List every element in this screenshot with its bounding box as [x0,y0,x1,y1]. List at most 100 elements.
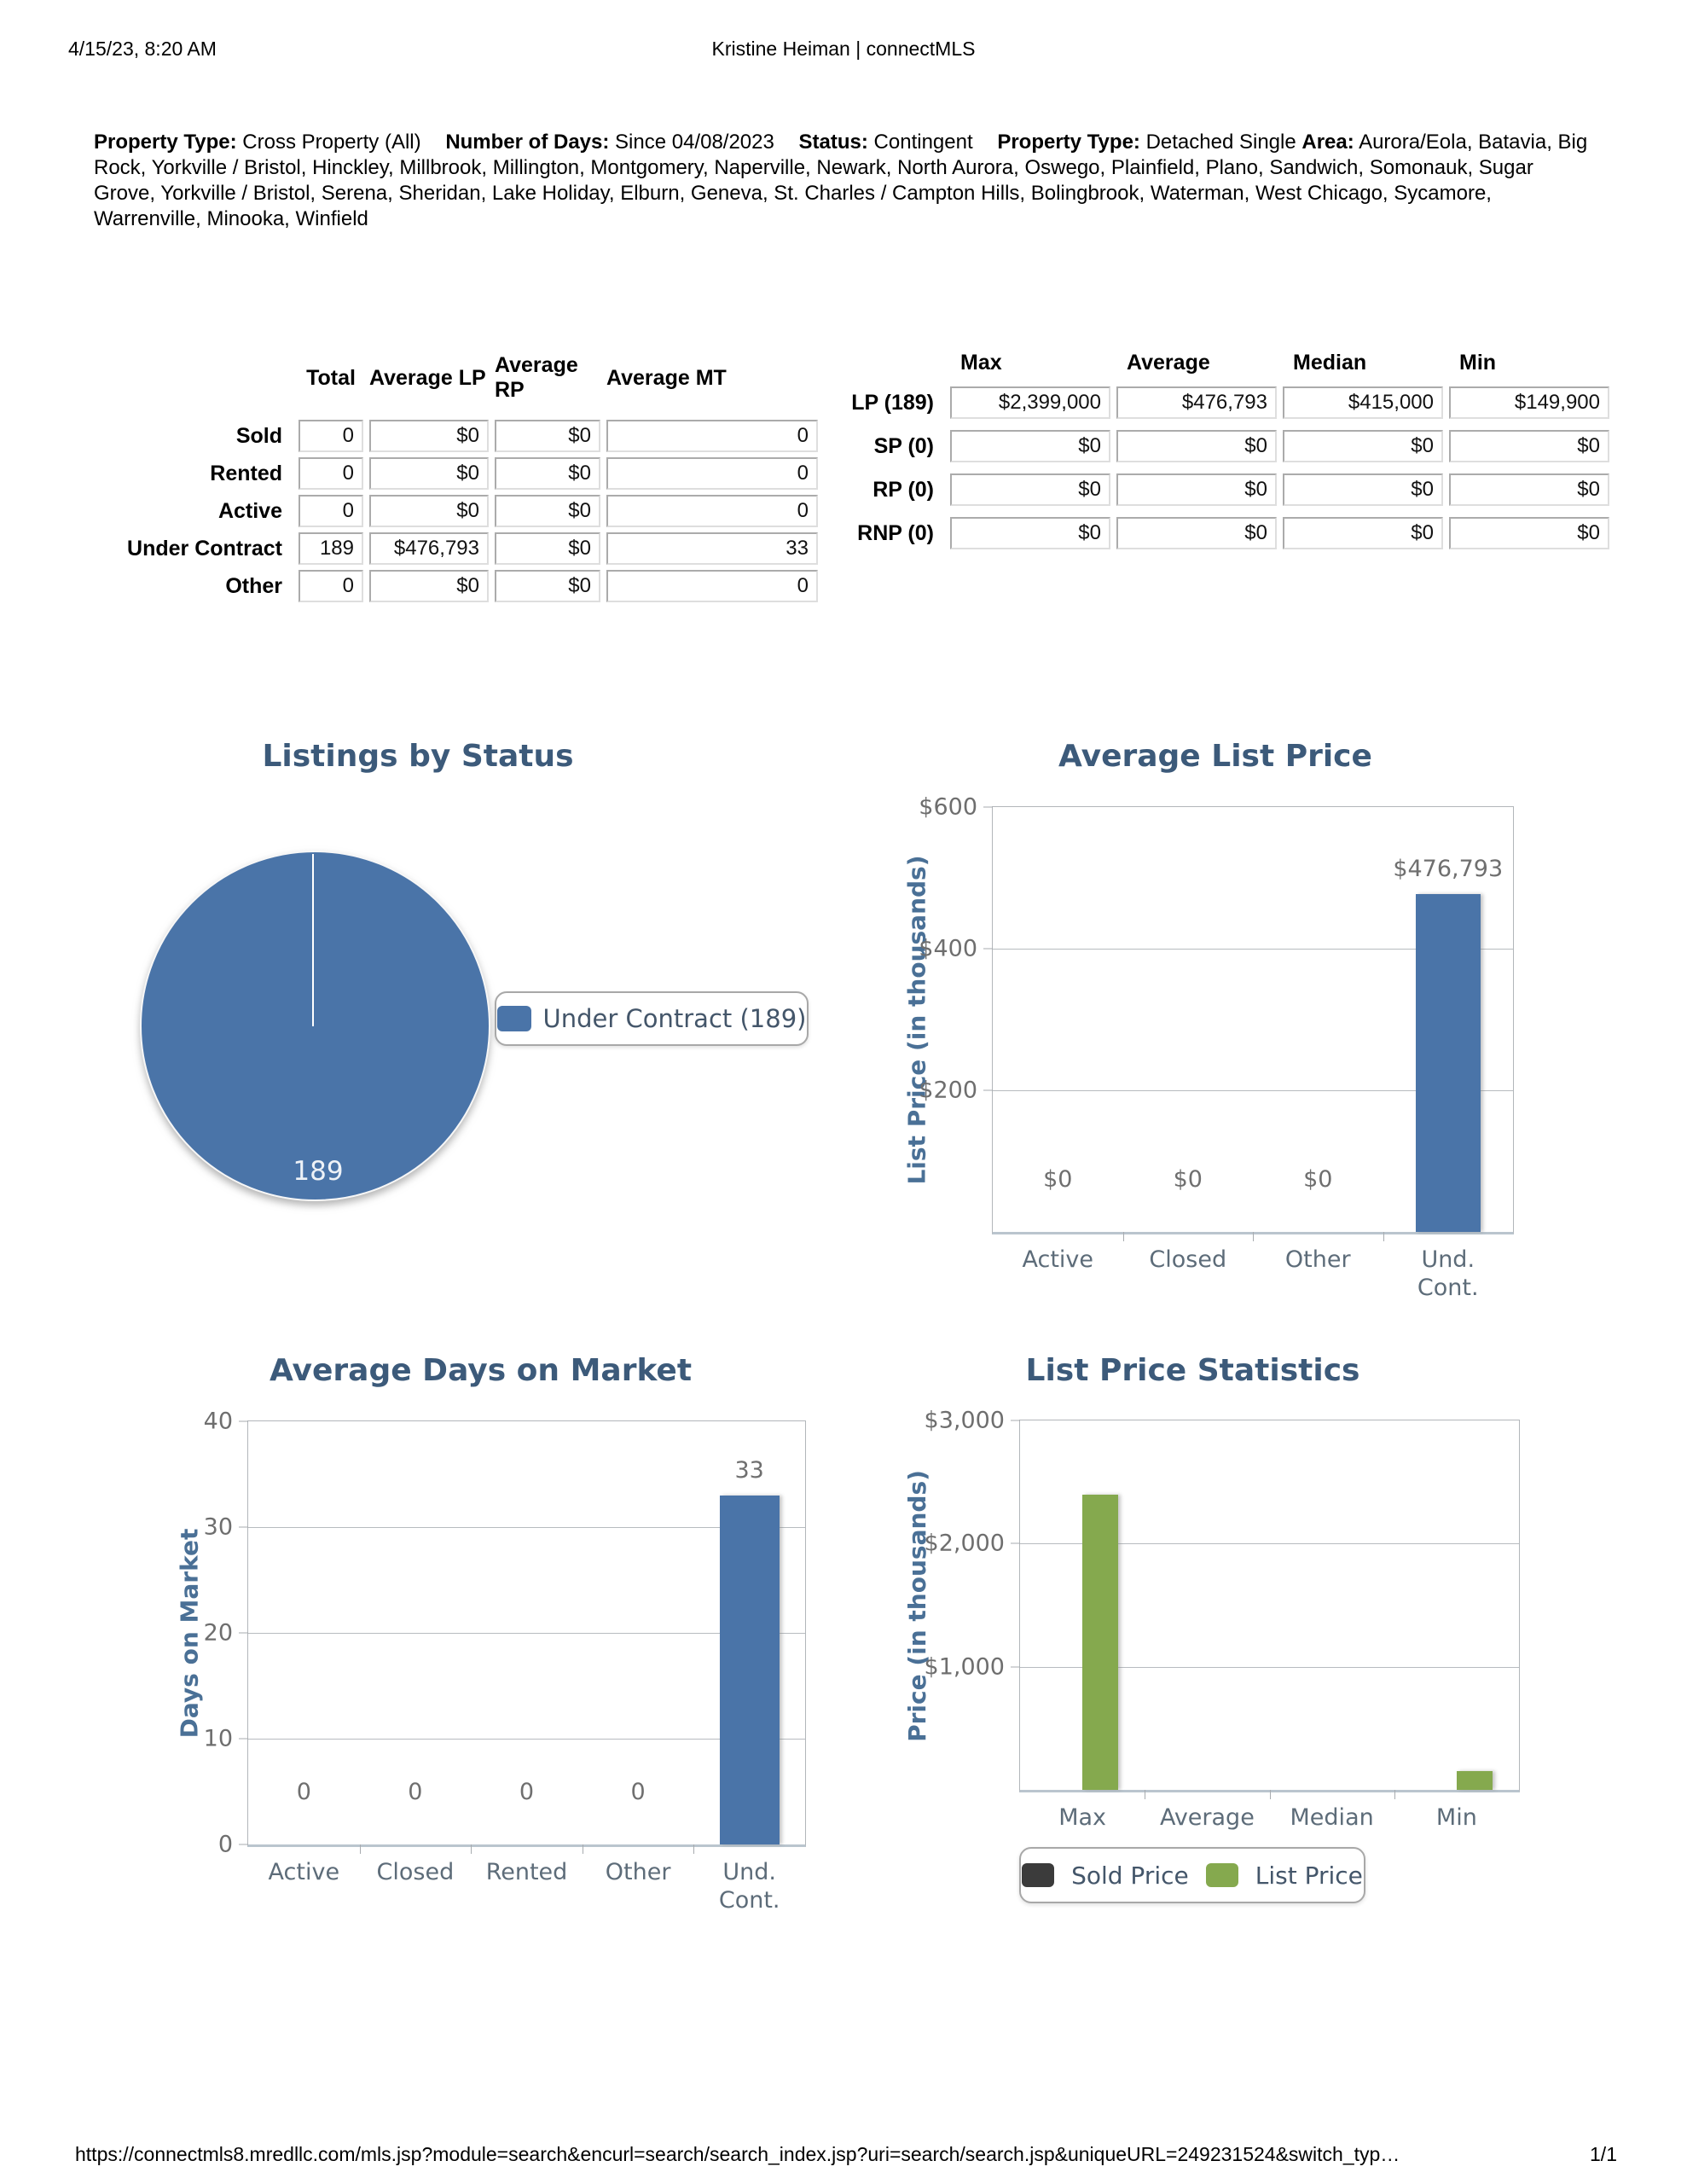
cell-median: $0 [1283,517,1443,549]
y-tick-mark [239,1844,248,1845]
cell-max: $0 [950,430,1110,462]
gridline [993,949,1513,950]
y-tick-mark [983,948,993,950]
y-tick-mark [239,1632,248,1634]
cell-avg-lp: $0 [369,495,489,527]
pie-slice-divider [312,854,314,1026]
x-category-label: Und. Cont. [718,1859,780,1914]
y-tick-mark [239,1738,248,1740]
x-tick-mark [359,1844,361,1854]
cell-avg-mt: 33 [606,532,818,565]
value-label: 33 [734,1456,764,1484]
row-label: SP (0) [873,433,934,458]
cell-avg-lp: $0 [369,457,489,490]
column-header: Average LP [369,365,486,390]
x-tick-mark [1394,1790,1395,1799]
x-category-label: Active [268,1859,340,1885]
search-criteria: Property Type: Cross Property (All) Numb… [94,130,1595,232]
y-tick-mark [239,1420,248,1422]
cell-avg-lp: $476,793 [369,532,489,565]
value-label: 0 [519,1779,535,1805]
y-tick-label: $1,000 [924,1653,1005,1681]
x-tick-mark [1253,1232,1254,1241]
x-category-label: Other [1284,1246,1351,1273]
value-label: $0 [1043,1166,1073,1193]
value-label: 0 [408,1779,423,1805]
cell-max: $0 [950,517,1110,549]
row-label: RP (0) [872,477,934,502]
cell-avg-rp: $0 [495,570,600,602]
x-tick-mark [693,1844,695,1854]
x-category-label: Und. Cont. [1417,1246,1479,1301]
print-title: Kristine Heiman | connectMLS [711,38,976,60]
y-axis-label: Days on Market [175,1528,204,1739]
y-tick-label: 40 [203,1408,233,1435]
price-legend: Sold Price List Price [1019,1847,1365,1903]
column-header: Average MT [606,365,727,390]
gridline [1020,1666,1519,1668]
x-category-label: Average [1159,1804,1255,1831]
gridline [248,1527,805,1528]
row-label: RNP (0) [857,520,934,545]
cell-max: $0 [950,473,1110,506]
x-category-label: Other [605,1859,671,1885]
bar-Und.-Cont. [719,1495,780,1844]
legend-label: Under Contract (189) [542,1004,807,1033]
y-tick-label: $3,000 [924,1407,1005,1434]
cell-min: $149,900 [1449,386,1609,419]
gridline [248,1633,805,1634]
plot-area: $3,000 $2,000 $1,000 Max Average Median Min [925,1408,1520,1831]
cell-median: $415,000 [1283,386,1443,419]
x-category-label: Closed [1149,1246,1227,1273]
chart-average-list-price: Average List Price List Price (in thousa… [853,734,1603,1331]
cell-avg-rp: $0 [495,495,600,527]
plot-area: 40 30 20 10 0 0 0 0 0 33 Active Closed Rented Other Un… [204,1409,806,1914]
legend-swatch [496,1006,531,1031]
chart-title: List Price Statistics [1025,1353,1360,1388]
value-label: $0 [1173,1166,1203,1193]
cell-average: $0 [1116,517,1277,549]
row-label: Active [217,498,282,523]
cell-average: $0 [1116,473,1277,506]
y-tick-mark [1011,1420,1020,1421]
row-label: Under Contract [127,536,282,561]
gridline [1020,1543,1519,1545]
y-axis-label: List Price (in thousands) [902,855,931,1185]
y-axis-label: Price (in thousands) [903,1470,931,1742]
criteria-label: Area: [1301,131,1354,154]
value-label: 0 [296,1779,311,1805]
cell-min: $0 [1449,430,1609,462]
x-category-label: Active [1022,1246,1094,1273]
cell-min: $0 [1449,517,1609,549]
cell-total: 189 [299,532,363,565]
cell-avg-lp: $0 [369,570,489,602]
cell-avg-rp: $0 [495,457,600,490]
cell-total: 0 [299,420,363,452]
x-category-label: Closed [376,1859,455,1885]
cell-average: $0 [1116,430,1277,462]
value-label: $0 [1303,1166,1333,1193]
criteria-value: Aurora/Eola, Batavia, Big Rock, Yorkvill… [94,131,1588,230]
cell-total: 0 [299,457,363,490]
x-category-label: Rented [485,1859,568,1885]
y-tick-mark [1011,1666,1020,1668]
row-label: Rented [210,461,282,485]
print-datetime: 4/15/23, 8:20 AM [68,38,217,60]
y-tick-mark [983,806,993,808]
x-category-label: Min [1435,1804,1477,1831]
criteria-label: Property Type: [997,131,1140,154]
gridline [248,1739,805,1740]
y-tick-label: 10 [203,1725,233,1752]
bar-Min [1456,1771,1493,1790]
cell-avg-rp: $0 [495,532,600,565]
gridline [993,1090,1513,1091]
legend-label-sold-price: Sold Price [1071,1861,1189,1890]
row-label: Other [225,573,282,598]
chart-list-price-statistics: List Price Statistics Price (in thousand… [853,1348,1603,1962]
bar-Max [1082,1494,1119,1790]
price-summary-table: Max Average Median Min LP (189) $2,399,0… [832,341,1609,549]
cell-avg-mt: 0 [606,457,818,490]
x-tick-mark [1383,1232,1384,1241]
chart-title: Average List Price [1058,739,1372,774]
